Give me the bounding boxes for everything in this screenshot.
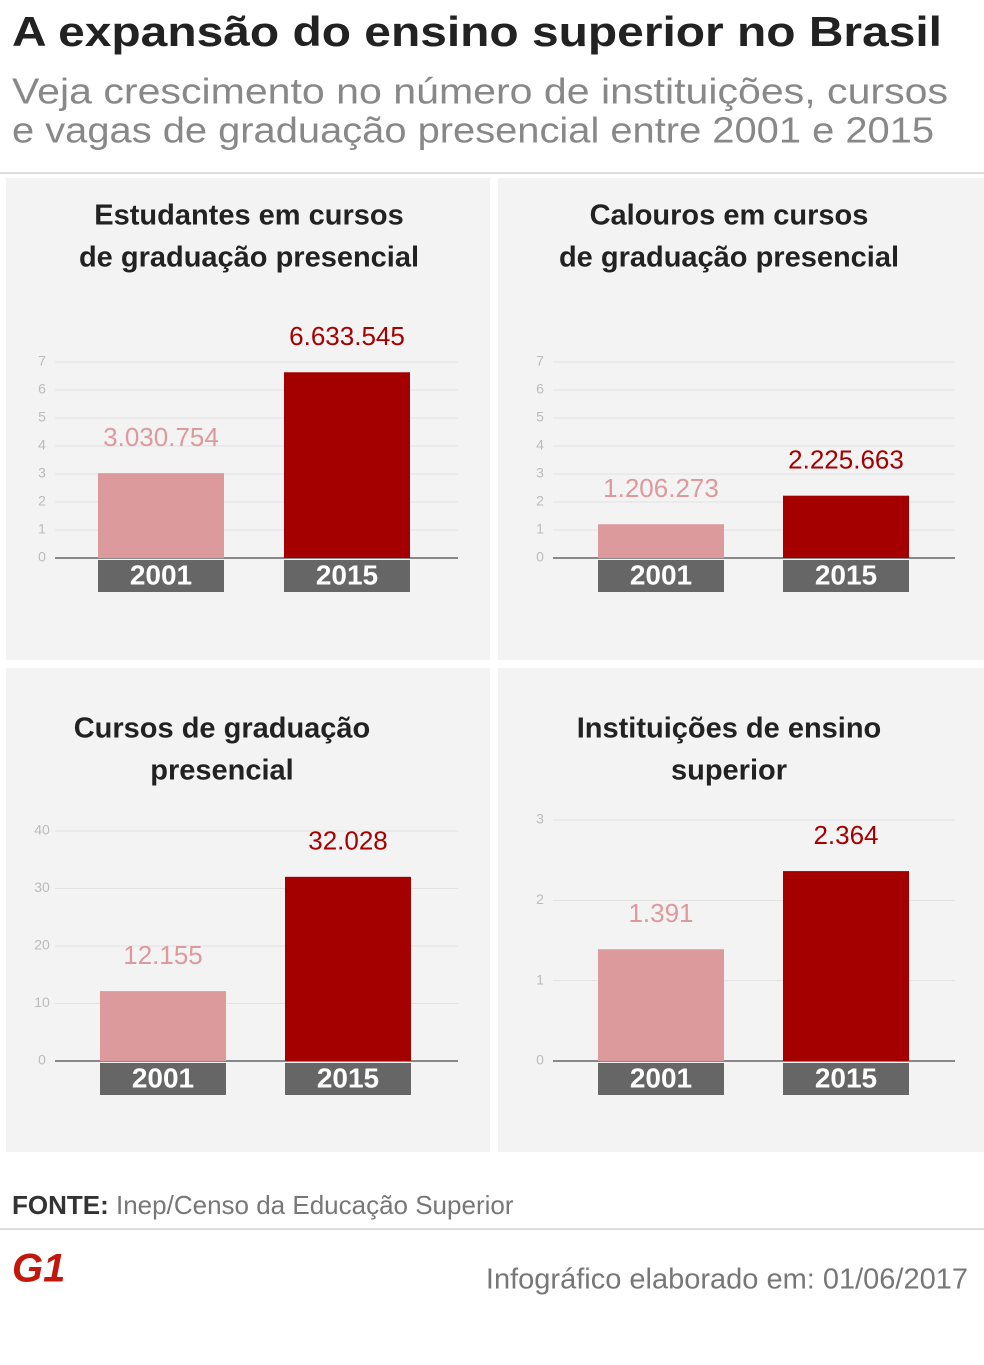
value-label: 1.391 bbox=[628, 898, 693, 928]
y-tick-label: 20 bbox=[34, 937, 50, 953]
bar bbox=[598, 949, 724, 1061]
x-tick-label: 2015 bbox=[815, 1062, 877, 1093]
category-box bbox=[98, 560, 224, 592]
value-label: 2.225.663 bbox=[788, 445, 904, 475]
y-tick-label: 1 bbox=[536, 521, 544, 537]
category-box bbox=[598, 560, 724, 592]
title: A expansão do ensino superior no Brasil bbox=[12, 8, 942, 55]
source: Inep/Censo da Educação Superior bbox=[116, 1190, 514, 1220]
y-tick-label: 40 bbox=[34, 822, 50, 838]
value-label: 12.155 bbox=[123, 940, 203, 970]
y-tick-label: 2 bbox=[38, 493, 46, 509]
bar bbox=[284, 372, 410, 558]
chart-title: presencial bbox=[150, 755, 293, 787]
y-tick-label: 3 bbox=[536, 811, 544, 827]
bar bbox=[783, 871, 909, 1061]
y-tick-label: 1 bbox=[38, 521, 46, 537]
value-label: 1.206.273 bbox=[603, 473, 719, 503]
y-tick-label: 5 bbox=[536, 409, 544, 425]
y-tick-label: 6 bbox=[536, 381, 544, 397]
x-tick-label: 2001 bbox=[132, 1062, 194, 1093]
bar bbox=[783, 495, 909, 558]
chart-title: superior bbox=[671, 755, 787, 787]
y-tick-label: 4 bbox=[38, 437, 46, 453]
chart-title: Calouros em cursos bbox=[590, 200, 869, 232]
chart-title: de graduação presencial bbox=[79, 242, 419, 274]
y-tick-label: 5 bbox=[38, 409, 46, 425]
y-tick-label: 3 bbox=[38, 465, 46, 481]
x-tick-label: 2001 bbox=[630, 1062, 692, 1093]
charts: Estudantes em cursos de graduação presenc… bbox=[6, 178, 984, 1152]
bar bbox=[98, 473, 224, 558]
y-tick-label: 4 bbox=[536, 437, 544, 453]
x-tick-label: 2015 bbox=[815, 559, 877, 590]
bar bbox=[100, 991, 226, 1061]
x-tick-label: 2015 bbox=[316, 559, 378, 590]
category-box bbox=[100, 1063, 226, 1095]
y-tick-label: 0 bbox=[536, 1052, 544, 1068]
y-tick-label: 0 bbox=[38, 1052, 46, 1068]
y-tick-label: 1 bbox=[536, 971, 544, 987]
category-box bbox=[284, 560, 410, 592]
y-tick-label: 0 bbox=[536, 549, 544, 565]
chart-title: Estudantes em cursos bbox=[94, 200, 403, 232]
value-label: 6.633.545 bbox=[289, 321, 405, 351]
date: Infográfico elaborado em: 01/06/2017 bbox=[486, 1264, 968, 1296]
y-tick-label: 3 bbox=[536, 465, 544, 481]
y-tick-label: 0 bbox=[38, 549, 46, 565]
value-label: 32.028 bbox=[308, 826, 388, 856]
bar bbox=[285, 876, 411, 1061]
y-tick-label: 7 bbox=[536, 353, 544, 369]
category-box bbox=[783, 560, 909, 592]
subtitle: Veja crescimento no número de instituiçõ… bbox=[12, 71, 948, 112]
value-label: 3.030.754 bbox=[103, 422, 219, 452]
y-tick-label: 2 bbox=[536, 891, 544, 907]
x-tick-label: 2001 bbox=[130, 559, 192, 590]
value-label: 2.364 bbox=[813, 820, 878, 850]
x-tick-label: 2001 bbox=[630, 559, 692, 590]
source-label: FONTE: bbox=[12, 1190, 109, 1220]
y-tick-label: 10 bbox=[34, 994, 50, 1010]
y-tick-label: 30 bbox=[34, 879, 50, 895]
chart-title: de graduação presencial bbox=[559, 242, 899, 274]
chart-title: Instituições de ensino bbox=[577, 713, 882, 745]
logo: G1 bbox=[12, 1247, 65, 1291]
x-tick-label: 2015 bbox=[317, 1062, 379, 1093]
y-tick-label: 2 bbox=[536, 493, 544, 509]
category-box bbox=[598, 1063, 724, 1095]
category-box bbox=[783, 1063, 909, 1095]
y-tick-label: 6 bbox=[38, 381, 46, 397]
subtitle: e vagas de graduação presencial entre 20… bbox=[12, 110, 934, 151]
y-tick-label: 7 bbox=[38, 353, 46, 369]
bar bbox=[598, 524, 724, 558]
chart-title: Cursos de graduação bbox=[74, 713, 371, 745]
category-box bbox=[285, 1063, 411, 1095]
